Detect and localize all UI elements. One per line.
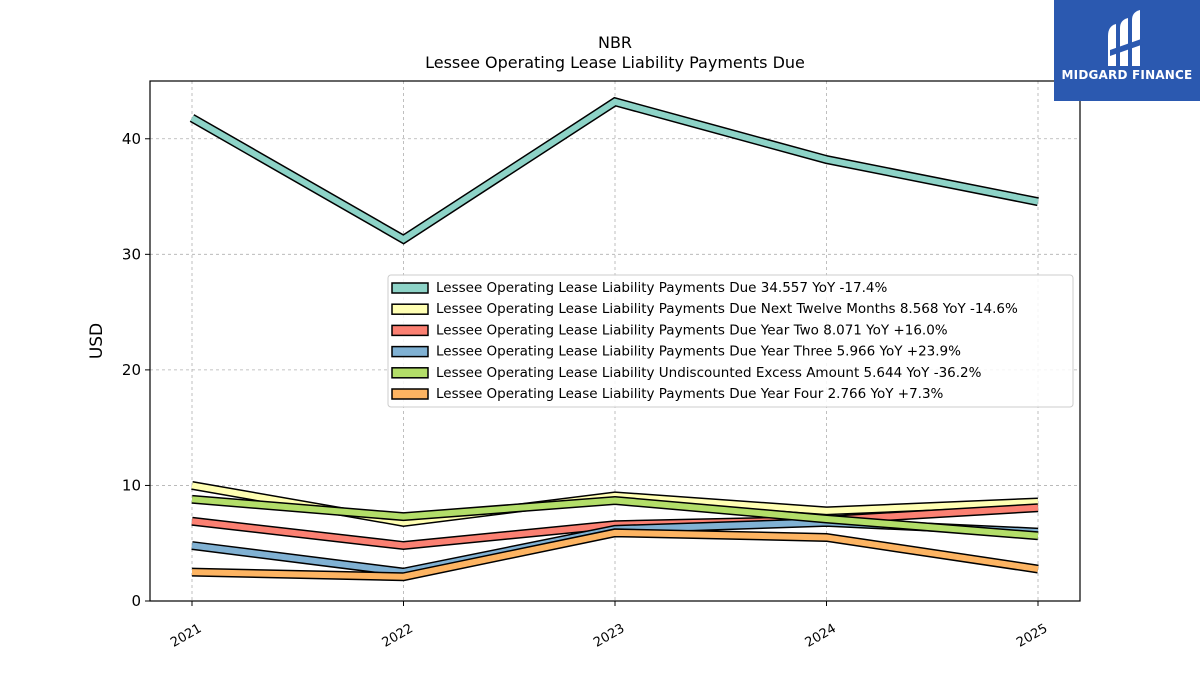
x-axis: 2021 2022 2023 2024 2025 bbox=[168, 601, 1050, 651]
brand-logo: MIDGARD FINANCE bbox=[1054, 0, 1200, 101]
x-tick-label: 2023 bbox=[591, 621, 627, 651]
legend-label-5: Lessee Operating Lease Liability Payment… bbox=[436, 386, 944, 402]
y-tick-label: 30 bbox=[122, 245, 141, 263]
legend-label-2: Lessee Operating Lease Liability Payment… bbox=[436, 322, 948, 338]
legend-label-0: Lessee Operating Lease Liability Payment… bbox=[436, 280, 887, 296]
chart-title: NBR bbox=[598, 33, 632, 52]
brand-name: MIDGARD FINANCE bbox=[1061, 68, 1193, 82]
legend-label-3: Lessee Operating Lease Liability Payment… bbox=[436, 344, 961, 360]
y-axis: 0 10 20 30 40 bbox=[122, 130, 150, 610]
legend-swatch-0 bbox=[391, 282, 429, 294]
y-axis-label: USD bbox=[87, 323, 107, 359]
x-tick-label: 2021 bbox=[168, 621, 204, 651]
legend: Lessee Operating Lease Liability Payment… bbox=[387, 274, 1074, 408]
legend-swatch-3 bbox=[391, 345, 429, 358]
series-group bbox=[189, 96, 1039, 582]
y-tick-label: 20 bbox=[122, 361, 141, 379]
y-tick-label: 40 bbox=[122, 130, 141, 148]
series-line-4 bbox=[191, 496, 1039, 539]
x-tick-label: 2022 bbox=[380, 621, 416, 651]
y-tick-label: 10 bbox=[122, 476, 141, 494]
legend-frame bbox=[387, 274, 1074, 408]
legend-swatch-1 bbox=[391, 303, 429, 315]
legend-label-4: Lessee Operating Lease Liability Undisco… bbox=[436, 365, 982, 381]
series-line-5 bbox=[191, 529, 1039, 580]
legend-swatch-2 bbox=[391, 324, 429, 337]
legend-swatch-4 bbox=[391, 367, 429, 379]
chart-subtitle: Lessee Operating Lease Liability Payment… bbox=[425, 53, 805, 72]
legend-label-1: Lessee Operating Lease Liability Payment… bbox=[436, 301, 1018, 317]
legend-swatch-5 bbox=[391, 388, 429, 400]
series-line-2 bbox=[191, 504, 1039, 549]
y-tick-label: 0 bbox=[131, 592, 141, 610]
series-outline-0 bbox=[189, 96, 1039, 245]
midgard-logo-icon bbox=[1108, 10, 1144, 66]
series-line-0 bbox=[190, 98, 1039, 243]
x-tick-label: 2025 bbox=[1014, 621, 1050, 651]
x-tick-label: 2024 bbox=[803, 621, 839, 651]
